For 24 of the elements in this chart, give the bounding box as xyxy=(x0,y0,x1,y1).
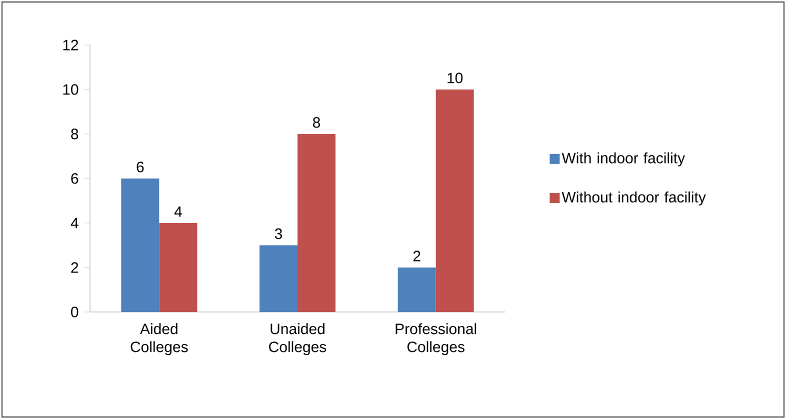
y-tick-label: 0 xyxy=(71,306,78,318)
x-tick-label: Professional Colleges xyxy=(396,323,476,356)
data-label: 2 xyxy=(413,250,420,262)
y-tick-label: 2 xyxy=(71,262,78,273)
data-label: 4 xyxy=(174,206,182,217)
legend-label: Without indoor facility xyxy=(562,191,706,206)
bar xyxy=(159,222,198,312)
y-tick-label: 8 xyxy=(71,128,78,140)
bar xyxy=(298,134,336,312)
bar xyxy=(398,267,436,312)
bar xyxy=(121,178,160,312)
x-tick-label: Unaided Colleges xyxy=(269,323,326,356)
y-tick-label: 6 xyxy=(71,173,78,184)
data-label: 8 xyxy=(312,117,320,128)
legend-label: With indoor facility xyxy=(562,152,686,166)
data-label: 6 xyxy=(136,162,144,172)
bar xyxy=(436,89,474,312)
x-tick-label: Aided Colleges xyxy=(130,323,188,356)
y-tick-label: 12 xyxy=(63,40,78,50)
data-label: 10 xyxy=(448,72,463,84)
bar xyxy=(260,245,298,312)
y-tick-label: 10 xyxy=(63,84,78,95)
data-label: 3 xyxy=(274,228,282,240)
y-tick-label: 4 xyxy=(70,218,78,228)
